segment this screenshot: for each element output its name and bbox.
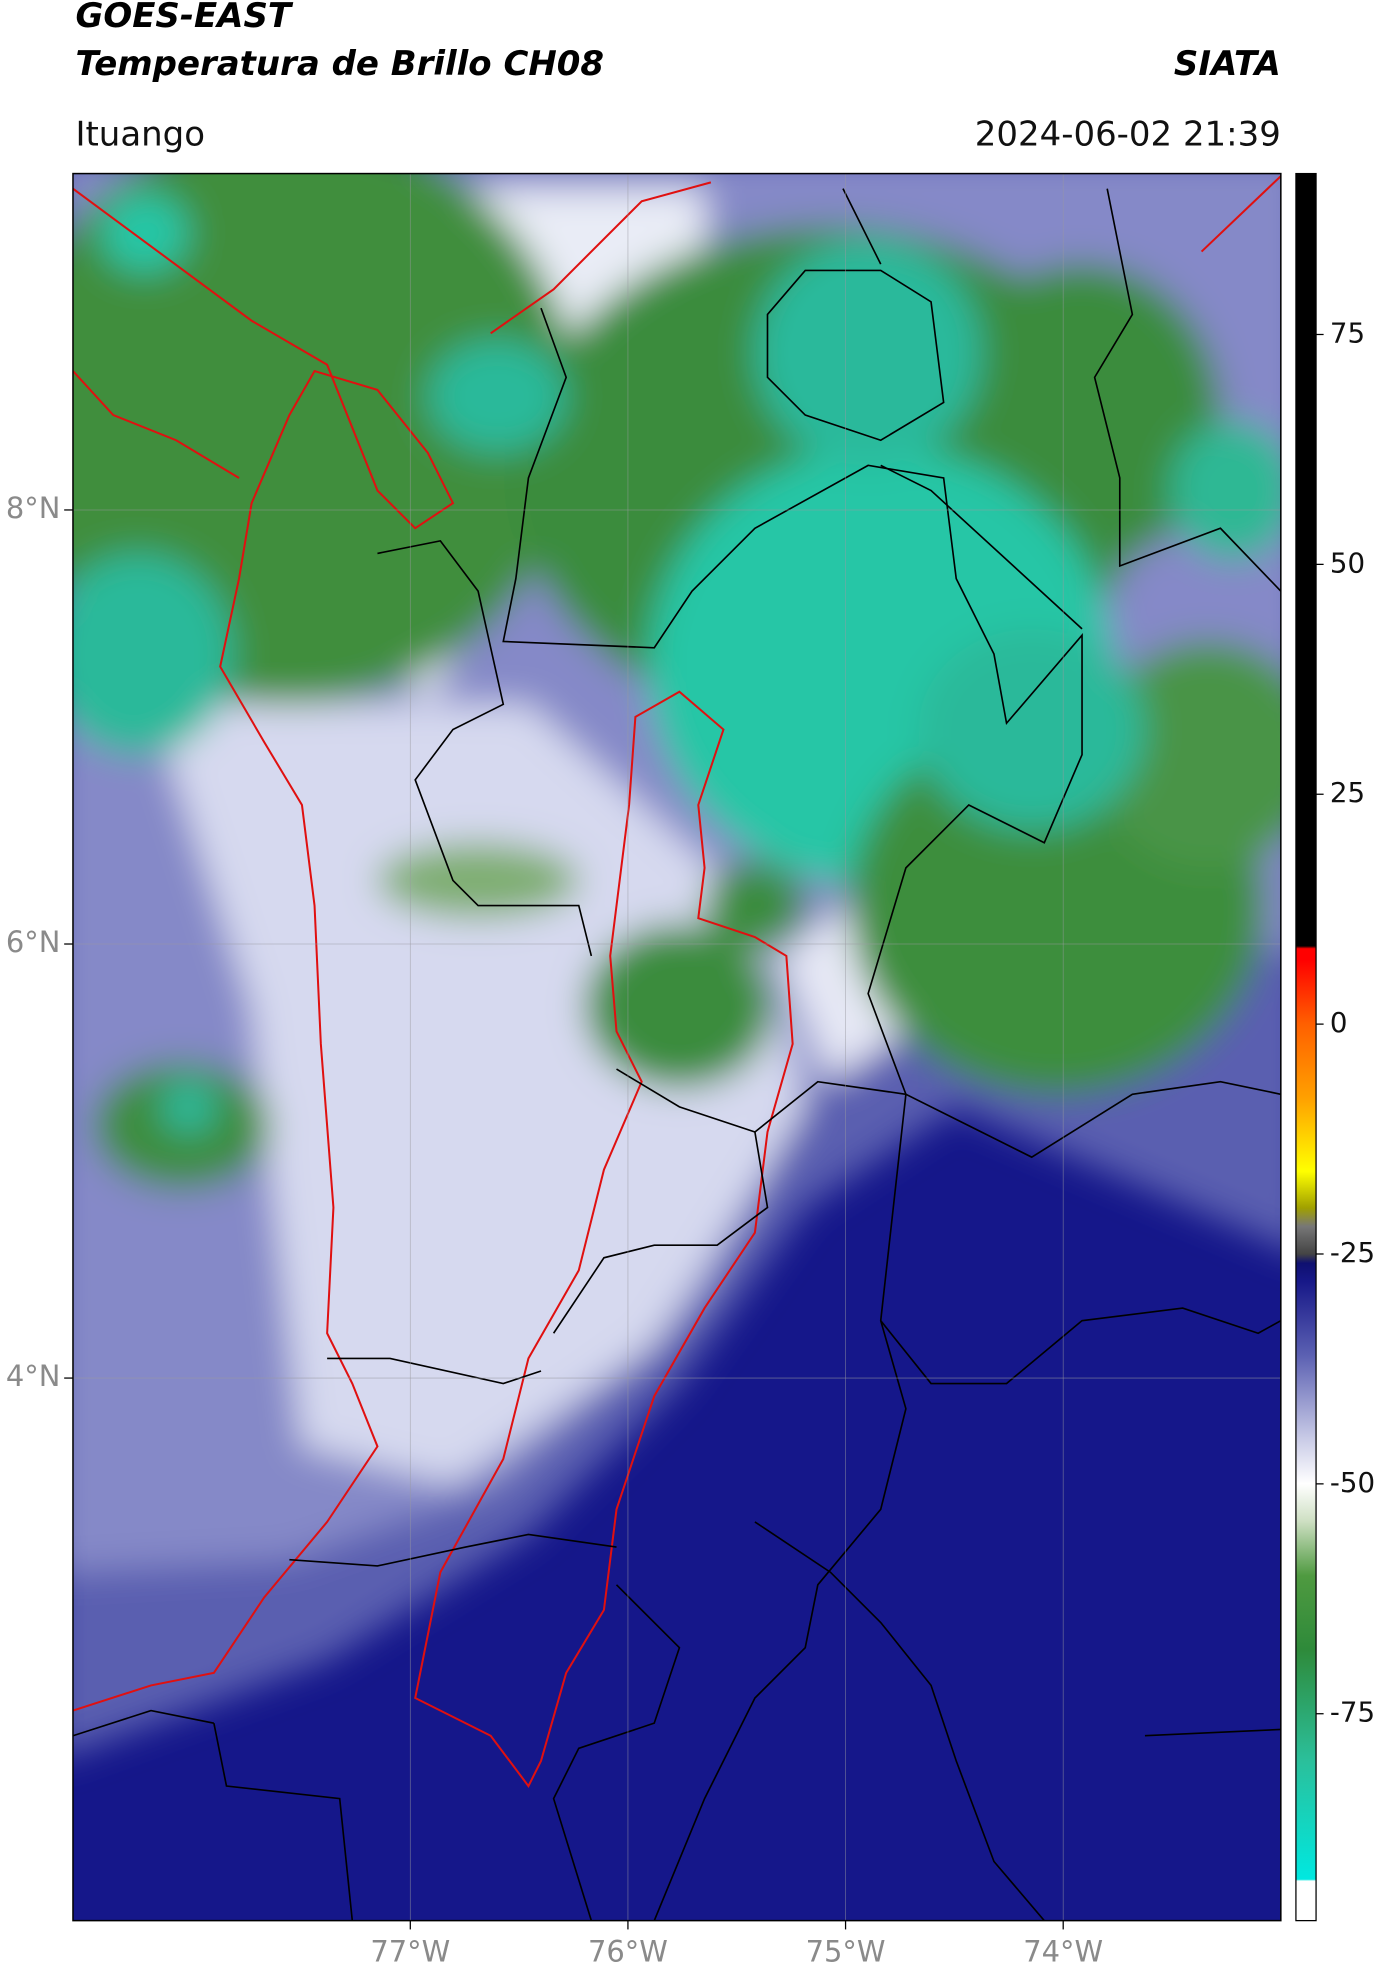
lon-tick-label: 74°W xyxy=(1023,1934,1103,1968)
lat-tick-label: 8°N xyxy=(6,491,61,525)
subtitle: Temperatura de Brillo CH08 xyxy=(75,44,604,84)
map-frame xyxy=(72,172,1282,1922)
lon-tick-label: 77°W xyxy=(370,1934,450,1968)
colorbar-tick-label: 25 xyxy=(1330,776,1365,809)
lon-tick-label: 75°W xyxy=(806,1934,886,1968)
colorbar-tick-label: 50 xyxy=(1330,546,1365,579)
brand: SIATA xyxy=(1174,44,1281,84)
colorbar-tick-label: 0 xyxy=(1330,1006,1348,1039)
colorbar-tick-label: -75 xyxy=(1330,1696,1375,1729)
location: Ituango xyxy=(75,114,205,154)
graticule xyxy=(72,173,1281,1921)
title: GOES-EAST xyxy=(75,0,293,36)
colorbar-tick-label: -25 xyxy=(1330,1236,1375,1269)
timestamp: 2024-06-02 21:39 xyxy=(975,114,1281,154)
lat-tick-label: 6°N xyxy=(6,925,61,959)
colorbar-tick-label: 75 xyxy=(1330,316,1365,349)
lon-tick-label: 76°W xyxy=(588,1934,668,1968)
colorbar xyxy=(1295,172,1317,1922)
lat-tick-label: 4°N xyxy=(6,1359,61,1393)
satellite-image xyxy=(72,173,1281,1921)
colorbar-tick-label: -50 xyxy=(1330,1466,1375,1499)
